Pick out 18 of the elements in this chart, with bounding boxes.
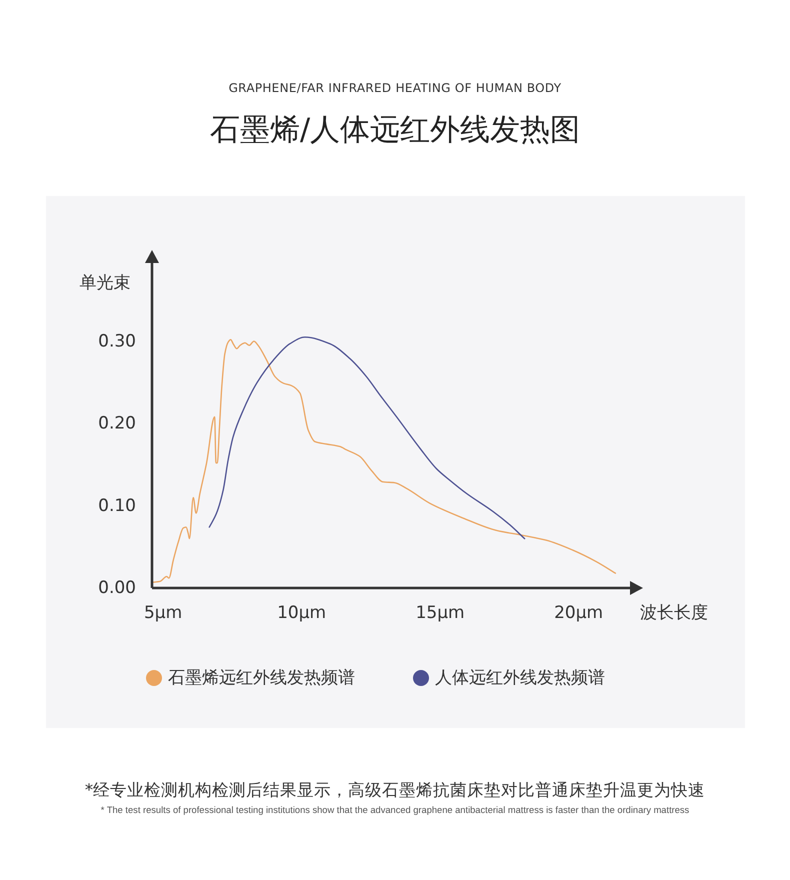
- y-tick-label: 0.30: [98, 331, 136, 352]
- x-tick-label: 10µm: [277, 603, 326, 623]
- chart-subtitle: GRAPHENE/FAR INFRARED HEATING OF HUMAN BODY: [228, 81, 562, 95]
- y-tick-label: 0.10: [98, 496, 136, 516]
- chart-title: 石墨烯/人体远红外线发热图: [210, 112, 580, 148]
- y-tick-label: 0.20: [98, 414, 136, 434]
- text: *经专业检测机构检测后结果显示，高级石墨烯抗菌床垫对比普通床垫升温更为快速: [84, 780, 706, 800]
- x-tick-label: 20µm: [554, 603, 604, 623]
- x-tick-label: 15µm: [416, 603, 465, 623]
- line-series: [208, 336, 526, 540]
- x-axis-title: 波长长度: [640, 603, 708, 623]
- y-axis-title: 单光束: [80, 273, 130, 293]
- x-tick-label: 5µm: [144, 603, 182, 623]
- legend-label: 石墨烯远红外线发热频谱: [168, 668, 355, 688]
- text: * The test results of professional testing institutions show that the advanced graphene antibacterial mattress is faster than the ordinary mattress: [100, 805, 690, 815]
- legend-label: 人体远红外线发热频谱: [435, 668, 605, 688]
- y-tick-label: 0.00: [98, 578, 136, 598]
- line-series: [152, 338, 616, 583]
